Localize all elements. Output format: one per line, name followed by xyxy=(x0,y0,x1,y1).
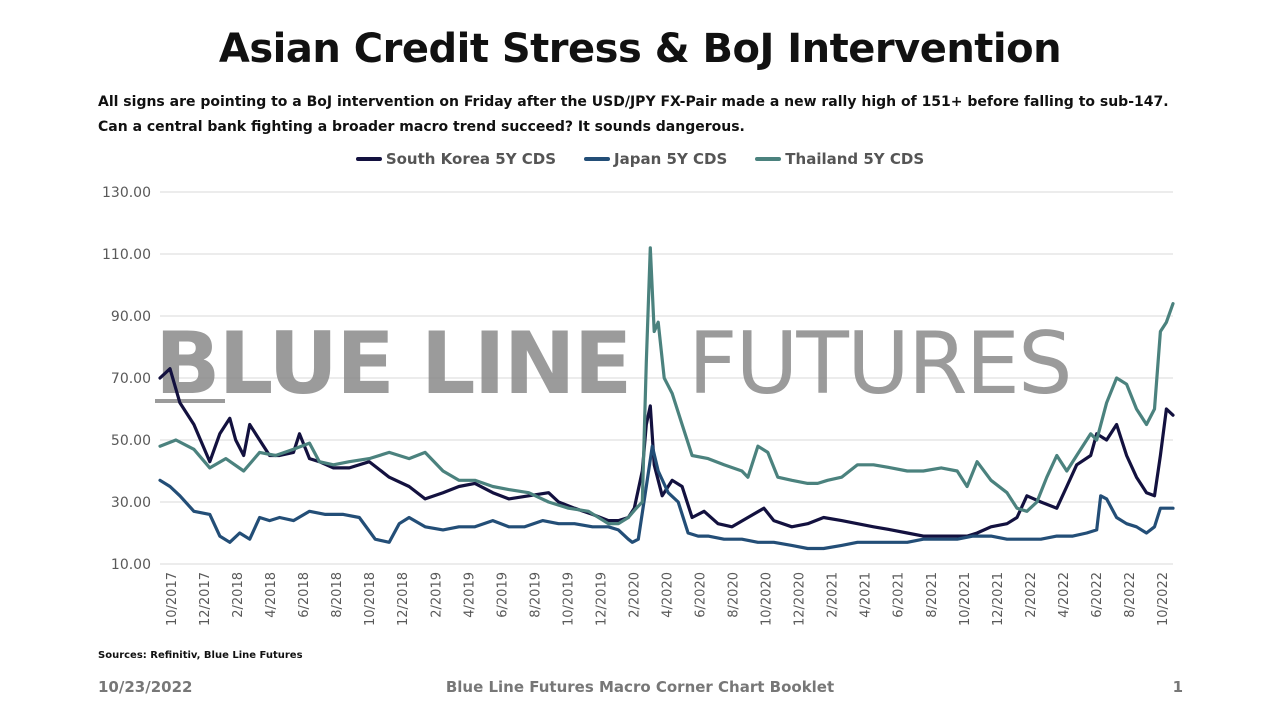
y-tick-label: 130.00 xyxy=(102,185,151,201)
x-tick-label: 10/2020 xyxy=(760,572,775,626)
x-tick-label: 2/2018 xyxy=(231,572,246,618)
y-tick-label: 70.00 xyxy=(111,371,151,387)
x-tick-label: 6/2018 xyxy=(297,572,312,618)
x-tick-label: 6/2020 xyxy=(694,572,709,618)
x-tick-label: 10/2019 xyxy=(561,572,576,626)
x-tick-label: 2/2020 xyxy=(627,572,642,618)
x-tick-label: 12/2019 xyxy=(594,572,609,626)
watermark-bold-text: BLUE LINE xyxy=(155,314,630,414)
x-tick-label: 4/2018 xyxy=(264,572,279,618)
x-tick-label: 6/2022 xyxy=(1090,572,1105,618)
x-tick-label: 10/2022 xyxy=(1156,572,1171,626)
grid-layer xyxy=(160,191,1173,565)
x-tick-label: 4/2022 xyxy=(1057,572,1072,618)
x-tick-label: 8/2020 xyxy=(727,572,742,618)
x-tick-label: 8/2022 xyxy=(1123,572,1138,618)
x-tick-label: 12/2020 xyxy=(793,572,808,626)
sources-note: Sources: Refinitiv, Blue Line Futures xyxy=(98,650,303,661)
legend-label-south-korea: South Korea 5Y CDS xyxy=(385,150,557,168)
x-tick-label: 12/2021 xyxy=(991,572,1006,626)
legend-label-thailand: Thailand 5Y CDS xyxy=(785,150,925,168)
x-tick-label: 4/2020 xyxy=(661,572,676,618)
legend-swatch-south-korea xyxy=(355,157,382,161)
legend-label-japan: Japan 5Y CDS xyxy=(614,150,728,168)
x-tick-label: 12/2017 xyxy=(198,572,213,626)
x-tick-label: 12/2018 xyxy=(396,572,411,626)
footer-date: 10/23/2022 xyxy=(98,678,193,696)
x-tick-label: 2/2022 xyxy=(1024,572,1039,618)
x-tick-label: 4/2021 xyxy=(859,572,874,618)
x-tick-label: 10/2018 xyxy=(363,572,378,626)
y-tick-labels: 10.00 30.00 50.00 70.00 90.00 110.00 130.00 xyxy=(102,185,151,573)
chart-legend: South Korea 5Y CDS Japan 5Y CDS Thailand… xyxy=(0,150,1280,168)
page-subtitle: All signs are pointing to a BoJ interven… xyxy=(98,94,1169,135)
legend-item-japan: Japan 5Y CDS xyxy=(584,150,727,168)
y-tick-label: 110.00 xyxy=(102,247,151,263)
y-tick-label: 10.00 xyxy=(111,557,151,573)
y-tick-label: 90.00 xyxy=(111,309,151,325)
x-tick-label: 8/2018 xyxy=(330,572,345,618)
footer-page-number: 1 xyxy=(1172,678,1183,696)
x-tick-label: 6/2021 xyxy=(892,572,907,618)
x-tick-label: 4/2019 xyxy=(462,572,477,618)
legend-swatch-japan xyxy=(584,157,611,161)
x-tick-label: 8/2019 xyxy=(528,572,543,618)
watermark-light-text: FUTURES xyxy=(688,314,1071,414)
y-tick-label: 30.00 xyxy=(111,495,151,511)
x-tick-label: 10/2021 xyxy=(958,572,973,626)
watermark-underline xyxy=(155,399,225,403)
series-layer xyxy=(158,246,1175,551)
x-tick-label: 8/2021 xyxy=(925,572,940,618)
x-tick-label: 2/2021 xyxy=(826,572,841,618)
x-tick-labels: 10/2017 12/2017 2/2018 4/2018 6/2018 8/2018 10… xyxy=(165,572,1171,626)
legend-item-thailand: Thailand 5Y CDS xyxy=(755,150,924,168)
legend-swatch-thailand xyxy=(755,157,782,161)
x-tick-label: 6/2019 xyxy=(495,572,510,618)
series-line-thailand-5y-cds xyxy=(158,246,1175,526)
watermark: BLUE LINE FUTURES xyxy=(155,314,1073,414)
footer-booklet-title: Blue Line Futures Macro Corner Chart Boo… xyxy=(445,678,835,696)
series-line-south-korea-5y-cds xyxy=(158,367,1175,538)
x-tick-label: 10/2017 xyxy=(165,572,180,626)
legend-item-south-korea: South Korea 5Y CDS xyxy=(355,150,557,168)
x-tick-label: 2/2019 xyxy=(429,572,444,618)
page-title: Asian Credit Stress & BoJ Intervention xyxy=(218,26,1062,72)
y-tick-label: 50.00 xyxy=(111,433,151,449)
series-line-japan-5y-cds xyxy=(158,444,1175,551)
